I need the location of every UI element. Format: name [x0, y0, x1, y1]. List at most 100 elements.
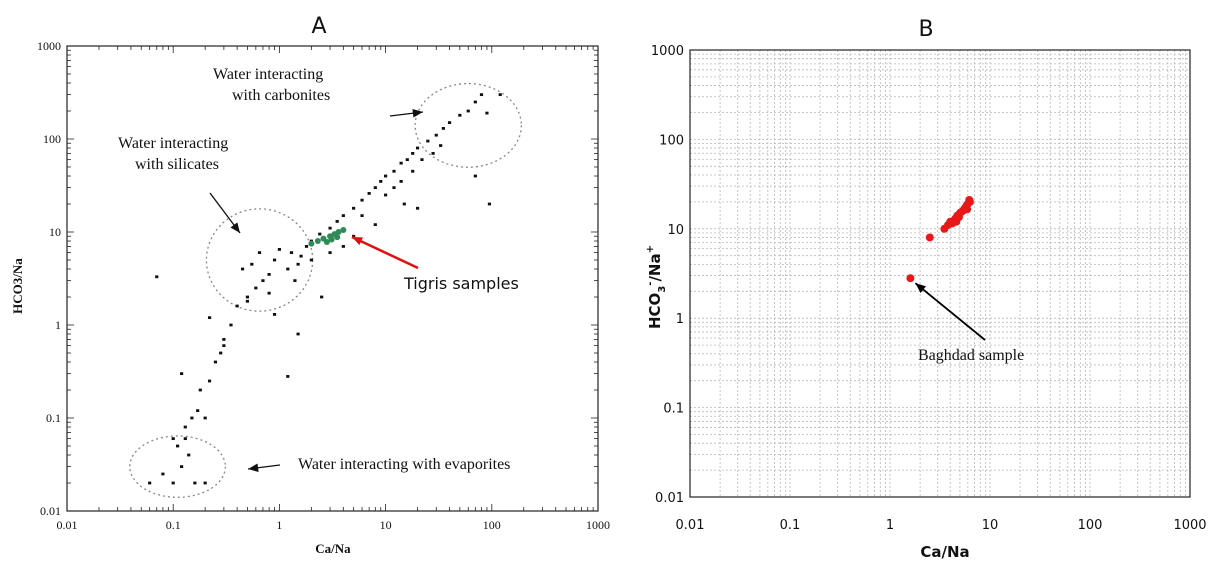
data-point-a — [261, 279, 265, 283]
sample-point-b — [925, 233, 934, 242]
x-tick-label-a: 0.1 — [166, 518, 181, 532]
tigris-point — [340, 227, 347, 234]
data-point-a — [373, 223, 377, 227]
y-tick-label-a: 1 — [55, 318, 61, 332]
chart-panel-b: B 0.01 0.1 1 10 100 1000 0.01 0.1 1 10 100 1000 Bagh… — [645, 17, 1207, 561]
data-point-a — [155, 275, 159, 279]
data-point-a — [384, 193, 388, 197]
data-point-a — [431, 152, 435, 155]
data-point-a — [485, 111, 489, 115]
y-tick-label-a: 0.01 — [40, 504, 61, 518]
data-point-a — [148, 481, 152, 485]
annotation-silicates-line2: with silicates — [135, 156, 219, 173]
data-point-a — [399, 161, 403, 165]
data-point-a — [447, 121, 452, 125]
y-axis-label-a: HCO3/Na — [10, 258, 25, 314]
data-point-a — [286, 267, 290, 271]
x-tick-label-b: 1 — [886, 518, 894, 533]
data-point-a — [384, 174, 388, 178]
data-point-a — [296, 262, 300, 266]
y-tick-label-a: 10 — [49, 225, 61, 239]
y-tick-label-a: 100 — [43, 132, 61, 146]
x-tick-label-b: 0.1 — [780, 518, 801, 533]
data-point-a — [203, 481, 207, 485]
data-point-a — [203, 416, 207, 420]
y-tick-label-a: 0.1 — [46, 411, 61, 425]
data-point-a — [267, 291, 271, 295]
y-tick-label-b: 1000 — [651, 44, 684, 59]
data-point-a — [254, 286, 258, 290]
data-point-a — [392, 186, 396, 190]
data-point-a — [299, 254, 303, 258]
arrow-tigris-head — [352, 237, 363, 246]
data-point-a — [415, 206, 420, 210]
data-point-a — [411, 152, 415, 155]
data-point-a — [196, 409, 200, 413]
chart-panel-a: A 0.01 0.1 1 10 100 1000 0.01 0.1 1 10 100 1000 Wate… — [10, 14, 610, 556]
data-point-a — [183, 437, 187, 441]
data-point-a — [399, 180, 403, 183]
ellipse-carbonates — [414, 82, 522, 168]
tigris-point — [328, 236, 335, 243]
y-tick-label-b: 1 — [676, 312, 684, 327]
annotation-carbonates-line2: with carbonites — [232, 87, 330, 104]
plot-frame-b — [689, 49, 1191, 498]
annotation-evaporites: Water interacting with evaporites — [298, 456, 510, 473]
x-tick-label-b: 1000 — [1173, 518, 1206, 533]
sample-point-b — [965, 197, 974, 206]
y-tick-label-b: 100 — [659, 133, 684, 148]
data-point-a — [183, 425, 187, 429]
data-point-a — [289, 251, 294, 255]
arrow-baghdad-head — [915, 283, 926, 293]
y-tick-label-b: 0.01 — [655, 491, 684, 506]
data-point-a — [473, 174, 477, 178]
data-point-a — [335, 220, 339, 223]
data-point-a — [187, 453, 191, 457]
data-point-a — [272, 313, 277, 316]
data-point-a — [318, 232, 322, 236]
data-point-a — [277, 247, 281, 251]
sample-point-b — [952, 217, 961, 226]
data-point-a — [198, 388, 202, 392]
sample-point-b — [963, 205, 972, 214]
data-point-a — [466, 109, 470, 113]
data-point-a — [405, 158, 409, 162]
annotation-silicates-line1: Water interacting — [118, 135, 228, 152]
data-point-a — [190, 416, 194, 420]
data-point-a — [402, 202, 406, 206]
data-point-a — [487, 202, 492, 206]
x-axis-label-a: Ca/Na — [315, 541, 351, 556]
data-point-a — [309, 258, 313, 262]
plot-area-a: 0.01 0.1 1 10 100 1000 0.01 0.1 1 10 100 1000 Water … — [37, 39, 610, 532]
x-tick-label-a: 100 — [483, 518, 501, 532]
data-point-a — [341, 214, 345, 218]
x-tick-label-a: 10 — [380, 518, 392, 532]
panel-label-b: B — [918, 17, 933, 42]
annotation-baghdad: Baghdad sample — [918, 347, 1024, 364]
plot-area-b: 0.01 0.1 1 10 100 1000 0.01 0.1 1 10 100 1000 Baghda… — [651, 44, 1207, 533]
data-point-a — [479, 93, 484, 97]
data-point-a — [171, 481, 175, 485]
panel-label-a: A — [311, 14, 326, 39]
data-point-a — [328, 251, 332, 255]
x-tick-label-b: 10 — [982, 518, 999, 533]
x-tick-label-a: 1 — [276, 518, 282, 532]
arrow-evaporites-head — [248, 463, 259, 472]
tigris-point — [335, 229, 342, 235]
x-axis-label-b: Ca/Na — [920, 543, 969, 561]
data-point-a — [245, 295, 250, 299]
data-point-a — [367, 192, 371, 195]
sample-point-b — [906, 274, 915, 283]
x-tick-label-b: 0.01 — [676, 518, 705, 533]
x-tick-label-b: 100 — [1078, 518, 1103, 533]
arrow-baghdad-shaft — [914, 282, 986, 341]
y-tick-label-b: 10 — [667, 223, 684, 238]
data-point-a — [222, 344, 226, 348]
data-point-a — [420, 158, 424, 162]
tigris-point — [308, 240, 315, 247]
arrow-carbonates-head — [412, 108, 423, 118]
data-point-a — [411, 169, 415, 173]
data-point-a — [439, 144, 443, 147]
y-tick-label-b: 0.1 — [663, 402, 684, 417]
data-point-a — [240, 267, 245, 271]
